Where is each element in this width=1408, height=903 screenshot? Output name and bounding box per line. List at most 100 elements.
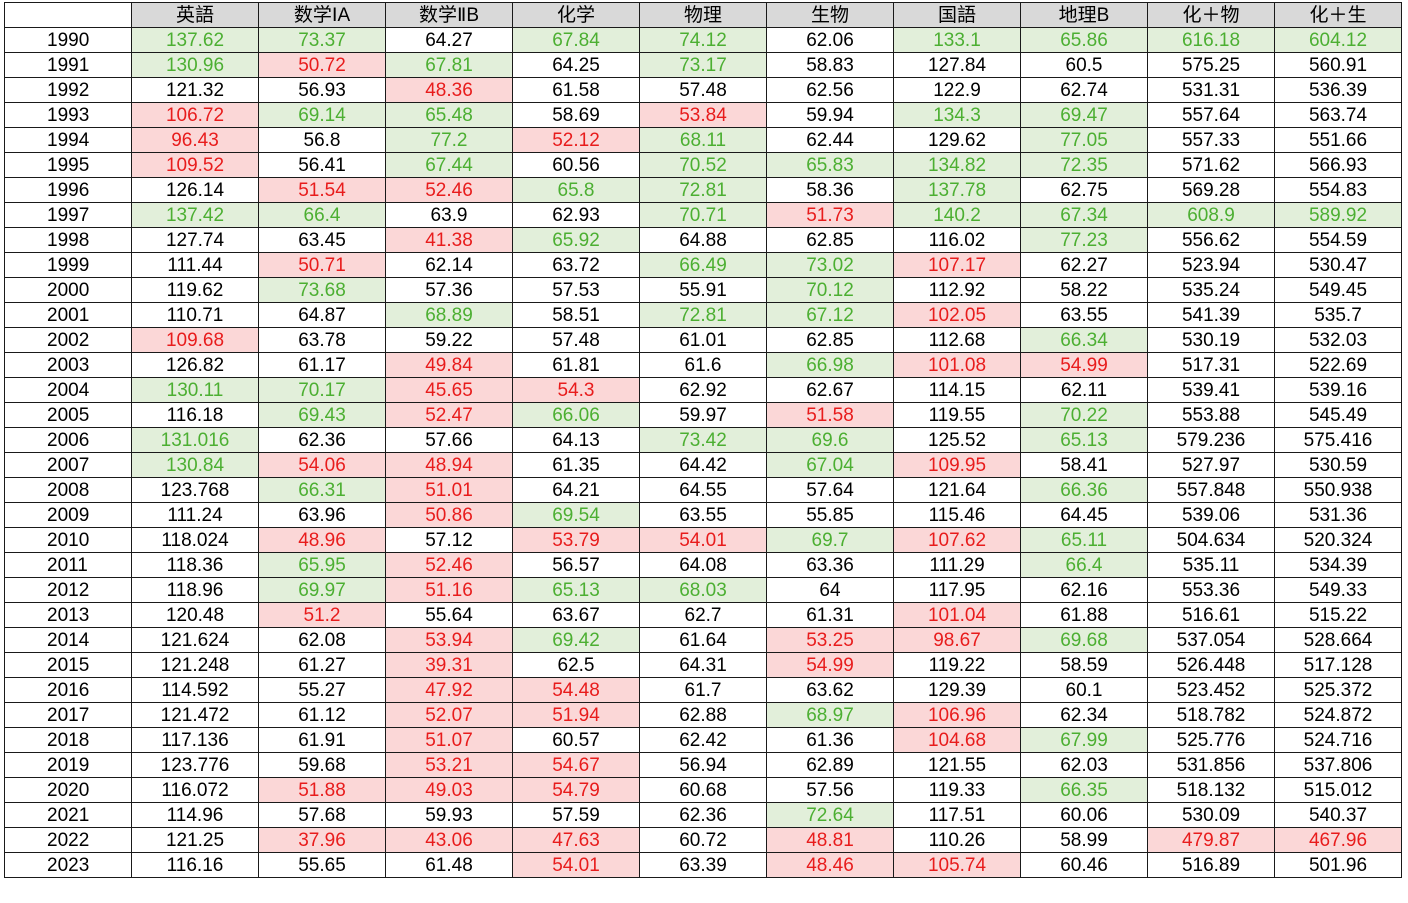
score-cell[interactable]: 121.25 [131, 827, 259, 853]
score-cell[interactable]: 134.3 [893, 102, 1021, 128]
score-cell[interactable]: 64.13 [512, 427, 640, 453]
score-cell[interactable]: 525.372 [1274, 677, 1402, 703]
score-cell[interactable]: 56.41 [258, 152, 386, 178]
score-cell[interactable]: 60.5 [1020, 52, 1148, 78]
score-cell[interactable]: 70.22 [1020, 402, 1148, 428]
score-cell[interactable]: 68.89 [385, 302, 513, 328]
score-cell[interactable]: 106.96 [893, 702, 1021, 728]
score-cell[interactable]: 501.96 [1274, 852, 1402, 878]
score-cell[interactable]: 77.2 [385, 127, 513, 153]
score-cell[interactable]: 531.31 [1147, 77, 1275, 103]
year-cell[interactable]: 2012 [4, 577, 132, 603]
score-cell[interactable]: 58.69 [512, 102, 640, 128]
score-cell[interactable]: 63.45 [258, 227, 386, 253]
score-cell[interactable]: 66.98 [766, 352, 894, 378]
column-header[interactable]: 化学 [512, 2, 640, 28]
score-cell[interactable]: 67.81 [385, 52, 513, 78]
score-cell[interactable]: 126.82 [131, 352, 259, 378]
year-cell[interactable]: 2021 [4, 802, 132, 828]
score-cell[interactable]: 73.02 [766, 252, 894, 278]
score-cell[interactable]: 50.71 [258, 252, 386, 278]
score-cell[interactable]: 123.768 [131, 477, 259, 503]
score-cell[interactable]: 467.96 [1274, 827, 1402, 853]
score-cell[interactable]: 523.94 [1147, 252, 1275, 278]
score-cell[interactable]: 54.06 [258, 452, 386, 478]
score-cell[interactable]: 56.93 [258, 77, 386, 103]
score-cell[interactable]: 51.07 [385, 727, 513, 753]
score-cell[interactable]: 119.33 [893, 777, 1021, 803]
score-cell[interactable]: 64.27 [385, 27, 513, 53]
column-header[interactable]: 数学ⅠA [258, 2, 386, 28]
score-cell[interactable]: 539.06 [1147, 502, 1275, 528]
year-cell[interactable]: 2013 [4, 602, 132, 628]
score-cell[interactable]: 64.08 [639, 552, 767, 578]
score-cell[interactable]: 563.74 [1274, 102, 1402, 128]
score-cell[interactable]: 96.43 [131, 127, 259, 153]
score-cell[interactable]: 64 [766, 577, 894, 603]
score-cell[interactable]: 109.68 [131, 327, 259, 353]
year-cell[interactable]: 2010 [4, 527, 132, 553]
score-cell[interactable]: 530.59 [1274, 452, 1402, 478]
score-cell[interactable]: 530.09 [1147, 802, 1275, 828]
score-cell[interactable]: 60.06 [1020, 802, 1148, 828]
column-header[interactable]: 数学ⅡB [385, 2, 513, 28]
score-cell[interactable]: 70.17 [258, 377, 386, 403]
score-cell[interactable]: 58.22 [1020, 277, 1148, 303]
score-cell[interactable]: 54.3 [512, 377, 640, 403]
score-cell[interactable]: 58.59 [1020, 652, 1148, 678]
score-cell[interactable]: 557.33 [1147, 127, 1275, 153]
score-cell[interactable]: 515.012 [1274, 777, 1402, 803]
score-cell[interactable]: 74.12 [639, 27, 767, 53]
score-cell[interactable]: 67.84 [512, 27, 640, 53]
score-cell[interactable]: 560.91 [1274, 52, 1402, 78]
score-cell[interactable]: 69.6 [766, 427, 894, 453]
year-cell[interactable]: 2002 [4, 327, 132, 353]
score-cell[interactable]: 133.1 [893, 27, 1021, 53]
score-cell[interactable]: 63.67 [512, 602, 640, 628]
score-cell[interactable]: 57.36 [385, 277, 513, 303]
score-cell[interactable]: 61.12 [258, 702, 386, 728]
score-cell[interactable]: 68.97 [766, 702, 894, 728]
score-cell[interactable]: 64.88 [639, 227, 767, 253]
year-cell[interactable]: 2007 [4, 452, 132, 478]
score-cell[interactable]: 62.34 [1020, 702, 1148, 728]
score-cell[interactable]: 531.856 [1147, 752, 1275, 778]
year-cell[interactable]: 1990 [4, 27, 132, 53]
score-cell[interactable]: 61.27 [258, 652, 386, 678]
score-cell[interactable]: 122.9 [893, 77, 1021, 103]
score-cell[interactable]: 531.36 [1274, 502, 1402, 528]
score-cell[interactable]: 66.4 [258, 202, 386, 228]
score-cell[interactable]: 105.74 [893, 852, 1021, 878]
score-cell[interactable]: 535.11 [1147, 552, 1275, 578]
score-cell[interactable]: 57.53 [512, 277, 640, 303]
score-cell[interactable]: 540.37 [1274, 802, 1402, 828]
score-cell[interactable]: 65.48 [385, 102, 513, 128]
score-cell[interactable]: 553.36 [1147, 577, 1275, 603]
score-cell[interactable]: 54.01 [512, 852, 640, 878]
score-cell[interactable]: 549.45 [1274, 277, 1402, 303]
column-header[interactable]: 地理B [1020, 2, 1148, 28]
score-cell[interactable]: 63.96 [258, 502, 386, 528]
year-cell[interactable]: 2009 [4, 502, 132, 528]
score-cell[interactable]: 70.71 [639, 202, 767, 228]
score-cell[interactable]: 114.15 [893, 377, 1021, 403]
score-cell[interactable]: 66.31 [258, 477, 386, 503]
score-cell[interactable]: 50.86 [385, 502, 513, 528]
year-cell[interactable]: 2023 [4, 852, 132, 878]
score-cell[interactable]: 111.29 [893, 552, 1021, 578]
score-cell[interactable]: 53.21 [385, 752, 513, 778]
score-cell[interactable]: 101.08 [893, 352, 1021, 378]
score-cell[interactable]: 54.67 [512, 752, 640, 778]
score-cell[interactable]: 67.44 [385, 152, 513, 178]
score-cell[interactable]: 553.88 [1147, 402, 1275, 428]
score-cell[interactable]: 64.25 [512, 52, 640, 78]
score-cell[interactable]: 51.01 [385, 477, 513, 503]
score-cell[interactable]: 65.13 [1020, 427, 1148, 453]
score-cell[interactable]: 137.42 [131, 202, 259, 228]
score-cell[interactable]: 117.95 [893, 577, 1021, 603]
score-cell[interactable]: 77.23 [1020, 227, 1148, 253]
score-cell[interactable]: 50.72 [258, 52, 386, 78]
score-cell[interactable]: 60.1 [1020, 677, 1148, 703]
score-cell[interactable]: 111.24 [131, 502, 259, 528]
score-cell[interactable]: 112.92 [893, 277, 1021, 303]
